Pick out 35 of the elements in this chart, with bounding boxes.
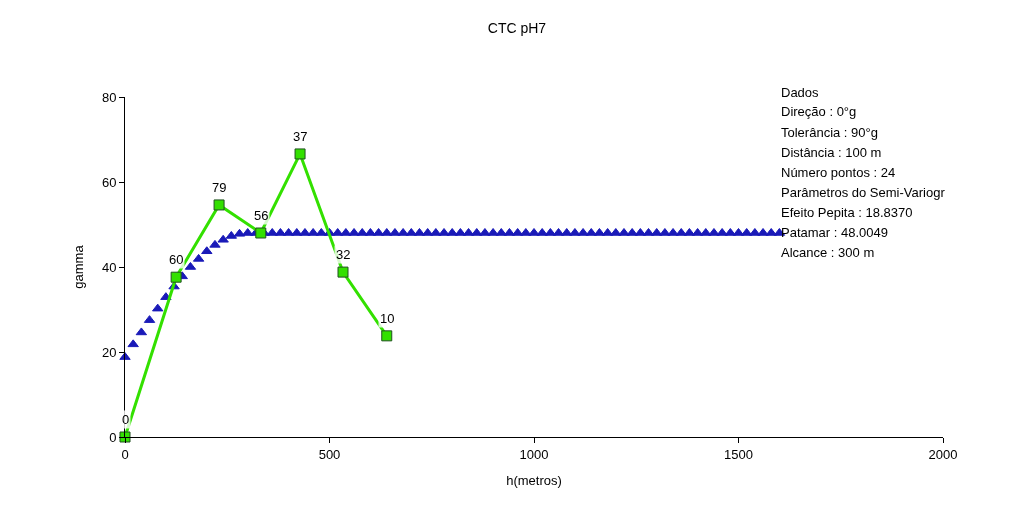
- annotation: 56: [254, 208, 269, 223]
- annotation: 10: [380, 311, 395, 326]
- y-tick-label: 40: [101, 259, 117, 275]
- annotation: Número pontos : 24: [781, 165, 896, 180]
- y-tick-label: 0: [109, 429, 117, 445]
- x-tick-label: 500: [318, 446, 341, 462]
- point: [119, 431, 131, 443]
- annotation: Patamar : 48.0049: [781, 225, 888, 240]
- y-tick-label: 60: [101, 174, 117, 190]
- annotation: 60: [169, 252, 184, 267]
- annotation: Distância : 100 m: [781, 145, 882, 160]
- annotation: Efeito Pepita : 18.8370: [781, 205, 913, 220]
- point: [337, 266, 349, 278]
- annotation: Alcance : 300 m: [781, 245, 875, 260]
- annotation: Tolerância : 90°g: [781, 125, 878, 140]
- annotation: 79: [212, 180, 227, 195]
- chart-title: CTC pH7: [487, 19, 547, 36]
- x-tick-label: 0: [121, 446, 129, 462]
- annotation: 32: [336, 247, 351, 262]
- point: [294, 148, 306, 160]
- x-axis-title: h(metros): [506, 473, 562, 489]
- x-tick-label: 1500: [724, 446, 753, 462]
- annotation: 37: [293, 129, 308, 144]
- annotation: 0: [122, 412, 130, 427]
- y-tick-label: 80: [101, 89, 117, 105]
- annotation: Dados: [781, 85, 820, 100]
- annotation: Parâmetros do Semi-Variogr: [781, 185, 946, 200]
- annotation: Direção : 0°g: [781, 104, 857, 119]
- point: [213, 199, 225, 211]
- y-tick-label: 20: [101, 344, 117, 360]
- x-tick-label: 1000: [519, 446, 549, 462]
- x-tick-label: 2000: [928, 446, 958, 462]
- y-axis-title: gamma: [70, 244, 86, 289]
- point: [170, 271, 182, 283]
- point: [381, 330, 393, 342]
